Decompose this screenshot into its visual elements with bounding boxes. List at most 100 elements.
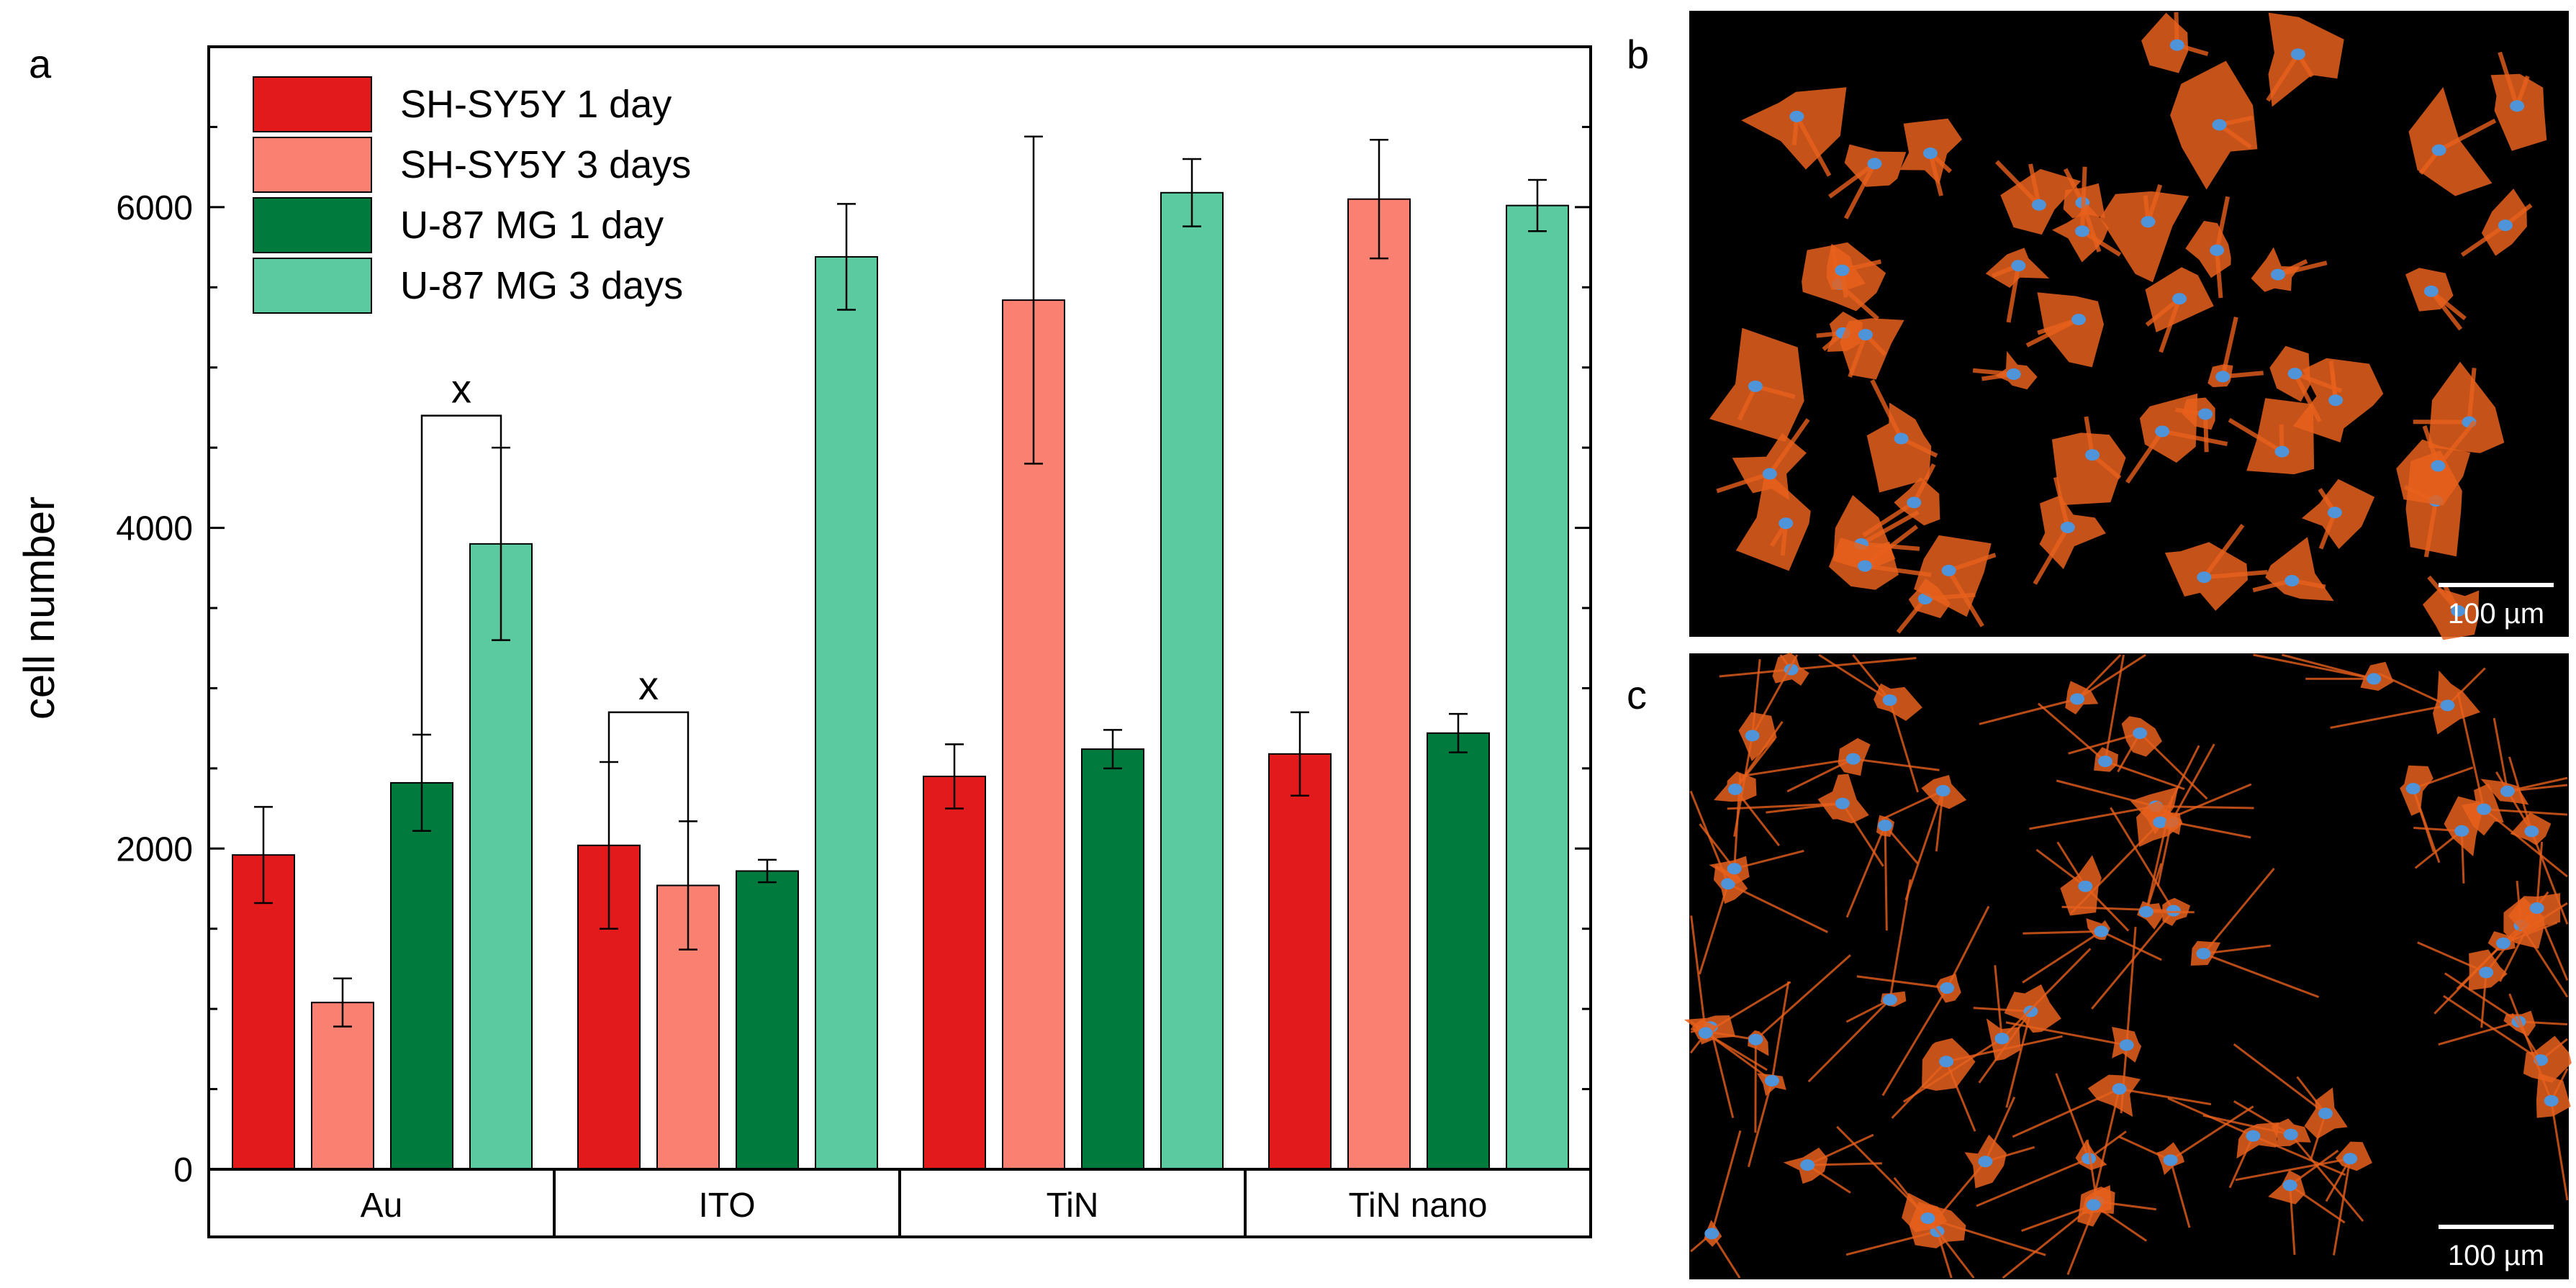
ticks-layer: 0 2000 4000 6000 [116, 45, 1591, 1189]
micrograph-b: 100 µm [1689, 11, 2569, 640]
cell [1914, 535, 1997, 627]
cell [2137, 795, 2195, 930]
cell [2035, 841, 2130, 932]
cell [2330, 667, 2486, 735]
cell [1856, 905, 1990, 1097]
cell [1995, 160, 2082, 235]
cell [2051, 416, 2126, 506]
cell [1783, 1133, 1882, 1194]
cell [2164, 523, 2268, 611]
cell [1742, 738, 1940, 793]
cell [1735, 469, 1811, 571]
y-tick-label: 2000 [116, 830, 193, 869]
significance-bracket: x [420, 366, 502, 735]
error-bar [1024, 135, 1043, 465]
cell [1972, 350, 2038, 390]
cell [1979, 653, 2146, 725]
cell [2301, 479, 2375, 550]
cell [1828, 525, 1932, 590]
bars-layer [232, 191, 1569, 1171]
cell [1828, 144, 1907, 219]
cell [2396, 419, 2477, 506]
cell [2228, 398, 2315, 475]
micrograph-c-cells [1684, 653, 2572, 1279]
error-bar [1103, 729, 1122, 770]
panel-label-a: a [29, 41, 52, 86]
cell [2405, 268, 2467, 331]
cell [1845, 815, 1919, 931]
cell [1840, 318, 1904, 380]
cell [1818, 653, 1922, 793]
cell [1826, 243, 1881, 298]
cell [2012, 1074, 2212, 1215]
cell [2190, 867, 2320, 999]
error-bar [837, 203, 856, 311]
cell [2460, 189, 2533, 257]
cell [2253, 653, 2394, 691]
cell [1690, 1130, 1742, 1279]
cell [2408, 87, 2497, 196]
bar-au-series-2 [390, 781, 453, 1170]
cell [1928, 1097, 2035, 1230]
cell [2185, 196, 2231, 299]
cell [2233, 1043, 2348, 1160]
y-tick-label: 6000 [116, 189, 193, 227]
cell [2033, 476, 2106, 585]
cell [1689, 790, 1828, 975]
cell [2292, 358, 2384, 443]
cell [1714, 720, 1784, 847]
cell [1699, 774, 1804, 884]
cell [1976, 1073, 2127, 1207]
category-label: TiN nano [1349, 1187, 1488, 1225]
cell [2070, 745, 2252, 915]
bar-au-series-1 [311, 1002, 374, 1170]
cell [2508, 993, 2571, 1201]
cell [1716, 418, 1810, 501]
bar-tin-series-3 [1160, 191, 1224, 1170]
cell [2167, 1097, 2346, 1189]
cell [2002, 1187, 2148, 1279]
annotations-layer: xx [420, 366, 690, 822]
legend-label: U-87 MG 1 day [400, 204, 664, 247]
cell [1709, 327, 1804, 443]
cell [1899, 118, 1963, 196]
cell [2145, 267, 2214, 353]
error-bar [1449, 712, 1468, 753]
cell [2207, 317, 2264, 388]
bar-au-series-3 [469, 543, 533, 1170]
legend-swatch [253, 258, 372, 314]
micrograph-b-cells [1709, 12, 2547, 640]
bar-tin-series-0 [923, 776, 986, 1170]
y-tick-label: 0 [173, 1151, 193, 1189]
legend-label: U-87 MG 3 days [400, 264, 683, 307]
cell [1985, 248, 2050, 323]
error-bars-layer [254, 135, 1547, 1028]
error-bar [1183, 158, 1201, 227]
cell [1690, 915, 1791, 1071]
cell [1881, 775, 1967, 901]
cell [2423, 575, 2480, 640]
cell [2170, 60, 2258, 190]
category-label: Au [361, 1187, 403, 1225]
bar-tin-nano-series-2 [1427, 732, 1490, 1170]
bar-ito-series-3 [815, 255, 878, 1170]
bar-tin-nano-series-3 [1506, 204, 1569, 1171]
y-tick-label: 4000 [116, 510, 193, 548]
error-bar [945, 743, 964, 809]
cell [2235, 1141, 2372, 1256]
legend-label: SH-SY5Y 3 days [400, 143, 691, 186]
y-axis-label: cell number [15, 496, 63, 720]
legend: SH-SY5Y 1 day SH-SY5Y 3 days U-87 MG 1 day… [253, 76, 691, 314]
bar-ito-series-2 [736, 870, 799, 1170]
micrograph-c: 100 µm [1684, 653, 2572, 1279]
error-bar [1291, 711, 1309, 797]
cell [2251, 247, 2328, 292]
cell [1836, 1125, 2046, 1279]
bar-tin-nano-series-1 [1347, 198, 1411, 1171]
cell [2025, 292, 2104, 368]
error-bar [1528, 178, 1547, 232]
scale-bar-c-label: 100 µm [2448, 1240, 2544, 1271]
cell [2268, 1149, 2346, 1255]
cell [2433, 902, 2568, 1015]
